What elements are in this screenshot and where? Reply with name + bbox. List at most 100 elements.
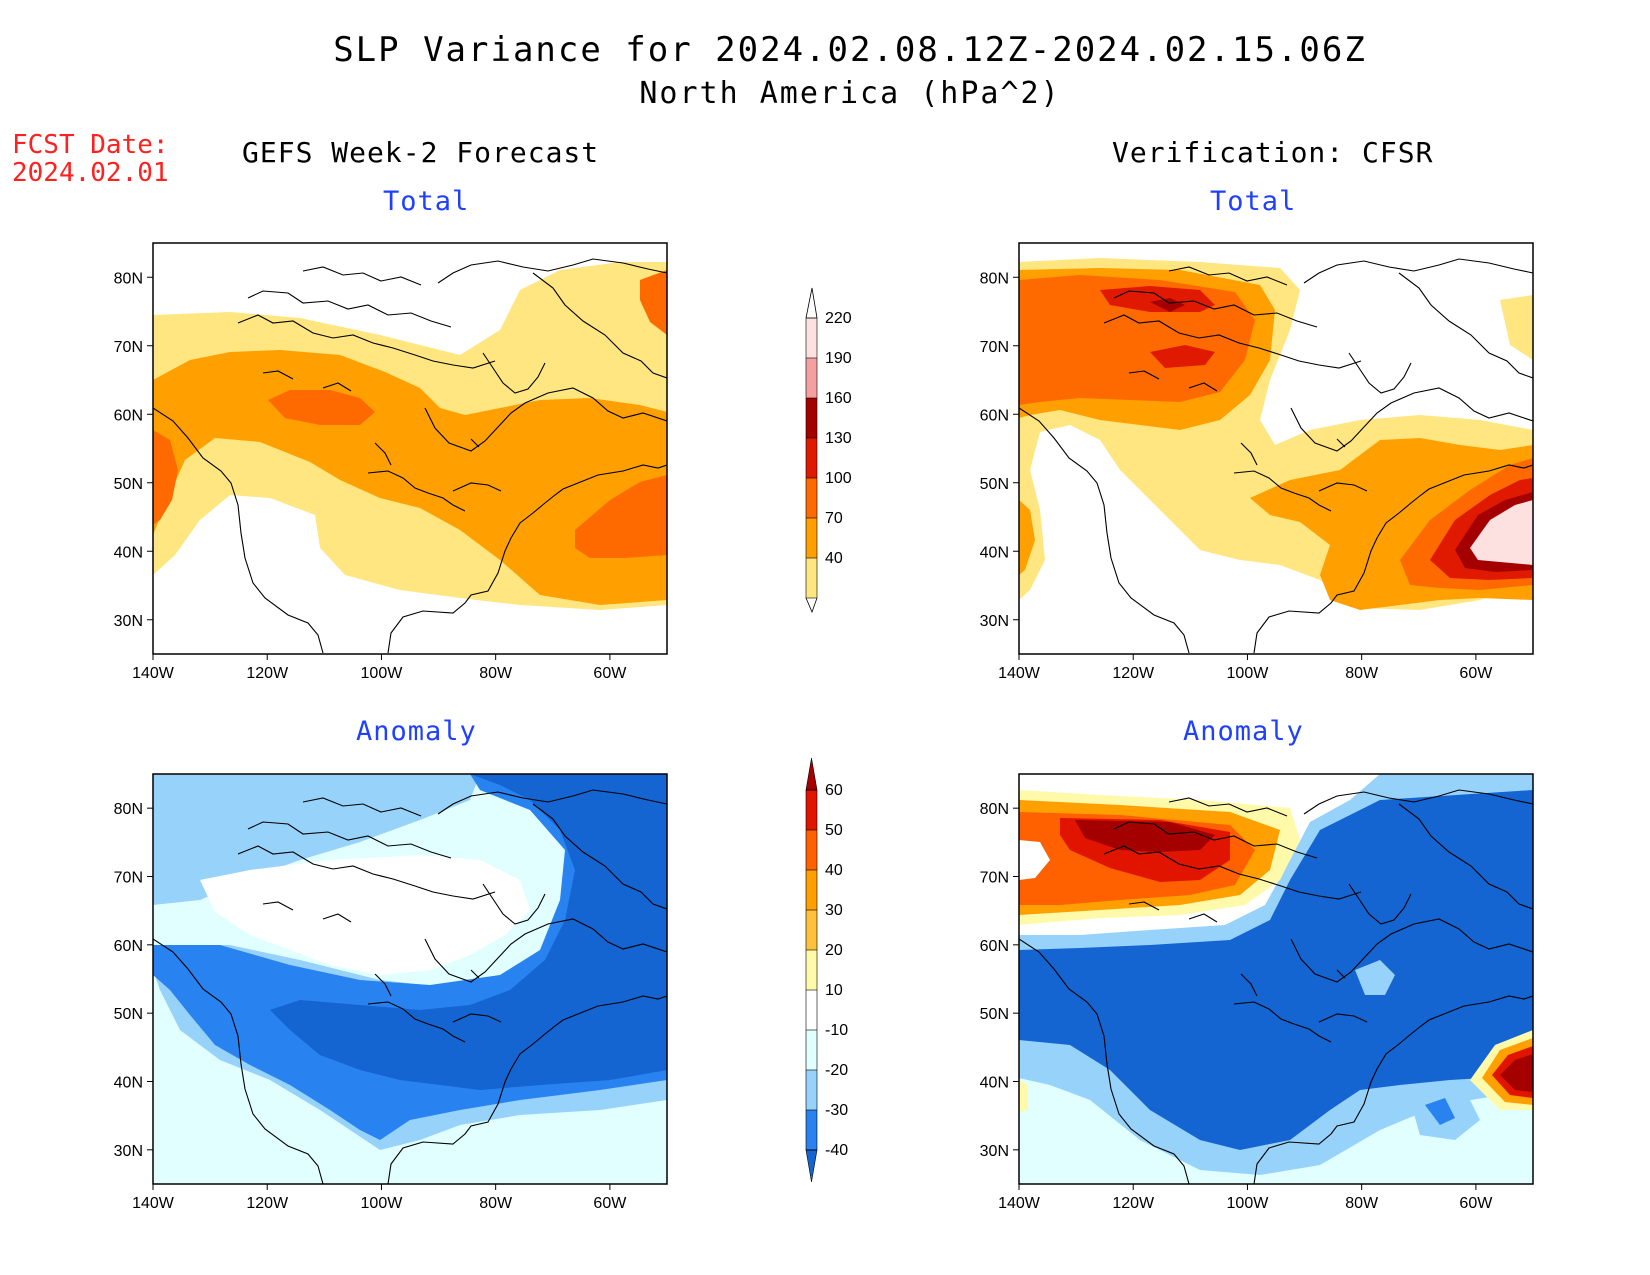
chart-subtitle: North America (hPa^2) — [639, 76, 1061, 111]
verification-column-title: Verification: CFSR — [1112, 136, 1434, 169]
lat-tick-label: 40N — [114, 544, 143, 561]
lat-tick-label: 80N — [114, 270, 143, 287]
lat-tick-label: 50N — [980, 1006, 1009, 1023]
colorbar-swatch — [806, 950, 817, 990]
lat-tick-label: 60N — [114, 407, 143, 424]
anom-white — [200, 855, 530, 975]
lat-tick-label: 80N — [980, 270, 1009, 287]
lat-tick-label: 80N — [114, 801, 143, 818]
lat-tick-label: 50N — [114, 476, 143, 493]
colorbar-swatch — [806, 318, 817, 358]
var-100-130-atlantic — [575, 475, 667, 558]
lon-tick-label: 60W — [593, 1195, 627, 1212]
lon-tick-label: 120W — [1112, 665, 1155, 682]
colorbar-swatch — [806, 358, 817, 398]
colorbar-label: -30 — [825, 1102, 848, 1119]
verification-anomaly-title: Anomaly — [1183, 716, 1304, 747]
lat-tick-label: 70N — [980, 870, 1009, 887]
anom-nw-white — [1019, 840, 1050, 880]
var-100-130-center — [268, 390, 375, 425]
colorbar-label: 160 — [825, 390, 852, 407]
colorbar-label: 220 — [825, 310, 852, 327]
colorbar-label: -10 — [825, 1022, 848, 1039]
colorbar-label: 130 — [825, 430, 852, 447]
var-100-130-ne — [640, 270, 667, 335]
lon-tick-label: 80W — [1345, 1195, 1379, 1212]
colorbars: 40 70 100 130 160 190 220 -40 -30 -20 -10 10 20 30 40 5… — [805, 287, 852, 1183]
forecast-anomaly-map — [152, 773, 668, 1185]
anom-minus40 — [270, 774, 667, 1090]
lon-tick-label: 100W — [1227, 1195, 1270, 1212]
colorbar-label: 40 — [825, 550, 843, 567]
colorbar-swatch — [806, 438, 817, 478]
colorbar-swatch — [806, 1070, 817, 1110]
lon-tick-label: 100W — [361, 665, 404, 682]
lon-tick-label: 120W — [1112, 1195, 1155, 1212]
anom-sw-plus10 — [1019, 1080, 1028, 1112]
verification-total-title: Total — [1210, 186, 1297, 217]
lon-tick-label: 140W — [132, 665, 175, 682]
lon-tick-label: 60W — [593, 665, 627, 682]
lat-tick-label: 30N — [980, 613, 1009, 630]
forecast-anomaly-title: Anomaly — [356, 716, 477, 747]
lat-tick-label: 40N — [980, 1075, 1009, 1092]
chart-title: SLP Variance for 2024.02.08.12Z-2024.02.… — [333, 30, 1367, 70]
lon-tick-label: 120W — [246, 1195, 289, 1212]
colorbar-swatch — [806, 1110, 817, 1150]
colorbar-label: 50 — [825, 822, 843, 839]
colorbar-swatch — [806, 910, 817, 950]
lon-tick-label: 60W — [1459, 1195, 1493, 1212]
lon-tick-label: 140W — [132, 1195, 175, 1212]
colorbar-label: 40 — [825, 862, 843, 879]
colorbar-label: 60 — [825, 782, 843, 799]
anom-center-minus30 — [1355, 960, 1395, 995]
verification-total-map — [1018, 242, 1534, 655]
anom-atlantic-plus60 — [1500, 1054, 1533, 1092]
lat-tick-label: 60N — [114, 938, 143, 955]
verification-anomaly-map — [1018, 773, 1534, 1185]
lat-tick-label: 60N — [980, 407, 1009, 424]
colorbar-label: 10 — [825, 982, 843, 999]
fcst-date-value: 2024.02.01 — [12, 158, 169, 188]
lat-tick-label: 50N — [980, 476, 1009, 493]
lon-tick-label: 60W — [1459, 665, 1493, 682]
axes-layer: 140W 120W 100W 80W 60W 80N 70N 60N 50N 40N 30N 140W… — [114, 270, 1494, 1212]
anom-plus60 — [1075, 820, 1215, 852]
forecast-total-map — [152, 242, 668, 655]
colorbar-label: -40 — [825, 1142, 848, 1159]
var-130-160 — [1100, 286, 1215, 312]
lat-tick-label: 50N — [114, 1006, 143, 1023]
colorbar-swatch — [806, 830, 817, 870]
colorbar-label: 100 — [825, 470, 852, 487]
lat-tick-label: 40N — [114, 1075, 143, 1092]
lat-tick-label: 60N — [980, 938, 1009, 955]
lat-tick-label: 30N — [114, 613, 143, 630]
var-220-plus — [1470, 500, 1533, 565]
colorbar-swatch — [806, 518, 817, 558]
lat-tick-label: 30N — [980, 1143, 1009, 1160]
colorbar-swatch — [806, 990, 817, 1030]
anom-south-white — [1019, 1060, 1533, 1184]
lon-tick-label: 80W — [479, 665, 513, 682]
forecast-column-title: GEFS Week-2 Forecast — [242, 136, 600, 169]
forecast-total-title: Total — [383, 186, 470, 217]
anom-atlantic-minus30 — [1425, 1098, 1455, 1125]
lat-tick-label: 30N — [114, 1143, 143, 1160]
lat-tick-label: 80N — [980, 801, 1009, 818]
anom-minus20 — [153, 774, 480, 905]
colorbar-label: 20 — [825, 942, 843, 959]
var-130-160-b — [1150, 345, 1215, 368]
colorbar-swatch — [806, 1030, 817, 1070]
lon-tick-label: 100W — [1227, 665, 1270, 682]
colorbar-swatch — [806, 478, 817, 518]
lon-tick-label: 140W — [998, 665, 1041, 682]
lat-tick-label: 40N — [980, 544, 1009, 561]
colorbar-swatch — [806, 558, 817, 598]
var-160-190-b — [1150, 298, 1185, 312]
var-70-100-sw — [1019, 500, 1035, 575]
lat-tick-label: 70N — [114, 339, 143, 356]
lon-tick-label: 140W — [998, 1195, 1041, 1212]
colorbar-label: -20 — [825, 1062, 848, 1079]
fcst-date-label: FCST Date: — [12, 130, 169, 160]
